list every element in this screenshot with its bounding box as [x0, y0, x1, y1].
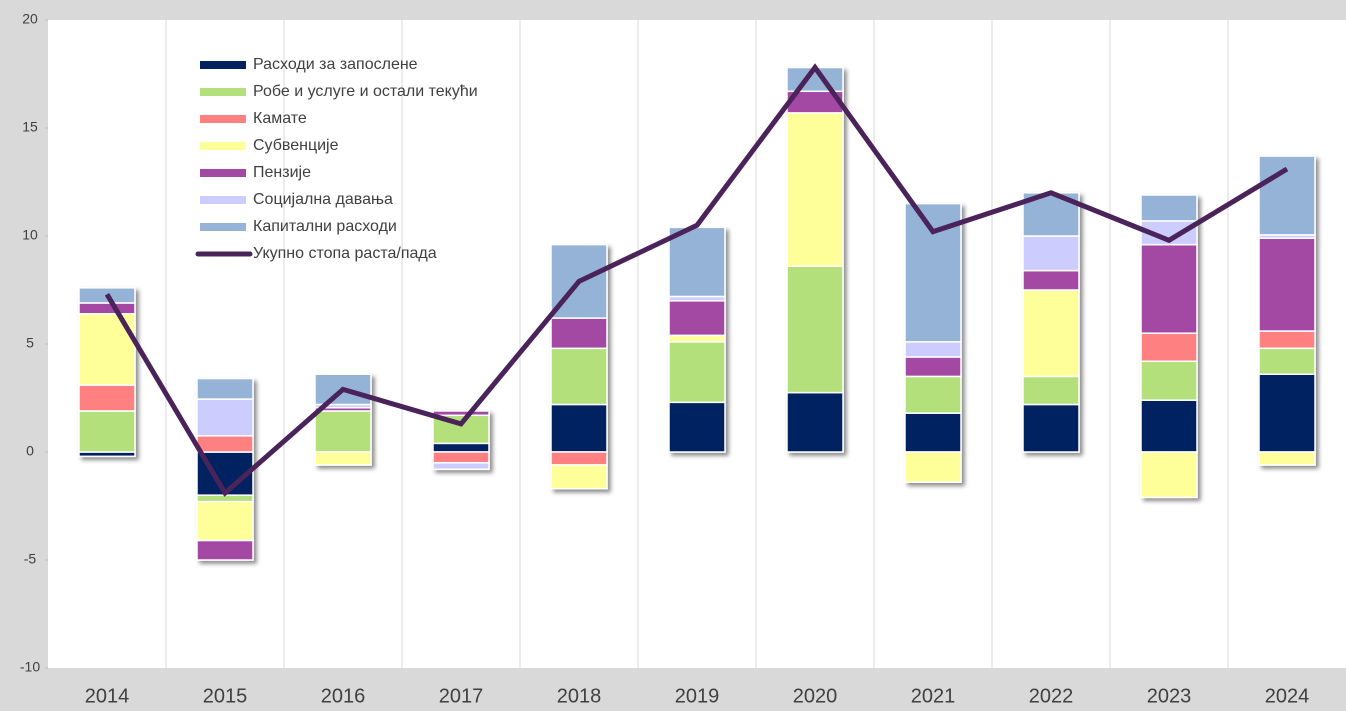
x-tick-label: 2022 — [1029, 685, 1074, 707]
bar-stack — [78, 287, 136, 458]
bar — [432, 410, 490, 417]
bar — [1022, 403, 1080, 453]
line — [104, 63, 1289, 497]
bar-stack — [432, 410, 490, 471]
y-tick-label: 10 — [22, 227, 38, 243]
y-tick-label: 0 — [26, 443, 34, 459]
x-tick-label: 2024 — [1265, 685, 1310, 707]
bar — [1258, 451, 1316, 466]
bar — [196, 435, 254, 453]
bar — [786, 265, 844, 394]
bar — [668, 401, 726, 453]
bar-stack — [786, 66, 844, 453]
bar — [432, 451, 490, 464]
bar — [904, 451, 962, 483]
x-tick-label: 2020 — [793, 685, 838, 707]
bar — [550, 451, 608, 466]
bar — [668, 300, 726, 337]
bar — [432, 462, 490, 471]
bar — [904, 375, 962, 414]
legend-swatch — [200, 115, 246, 123]
bar — [78, 384, 136, 412]
legend-label: Камате — [253, 110, 307, 127]
bar-stack — [196, 377, 254, 561]
x-tick-label: 2018 — [557, 685, 602, 707]
legend-label: Укупно стопа раста/пада — [253, 245, 437, 262]
bar — [196, 500, 254, 542]
bar — [1140, 360, 1198, 401]
bar — [1140, 332, 1198, 363]
bar — [196, 398, 254, 437]
y-tick-label: 5 — [26, 335, 34, 351]
y-tick-label: -5 — [24, 551, 37, 567]
legend-label: Капитални расходи — [253, 218, 397, 235]
bar — [786, 391, 844, 453]
bar — [1022, 269, 1080, 291]
bar — [550, 464, 608, 490]
bar — [196, 539, 254, 561]
x-tick-label: 2015 — [203, 685, 248, 707]
bar — [904, 356, 962, 378]
bar — [1258, 373, 1316, 453]
bar — [550, 403, 608, 453]
bar — [1140, 451, 1198, 499]
legend-label: Пензије — [253, 164, 311, 181]
bar-stack — [904, 202, 962, 483]
bar — [550, 347, 608, 406]
bar — [904, 412, 962, 453]
bar — [1140, 243, 1198, 334]
legend-swatch — [200, 61, 246, 69]
bar — [1140, 399, 1198, 453]
bar — [1022, 375, 1080, 406]
bar-stack — [1022, 192, 1080, 453]
legend-swatch — [200, 169, 246, 177]
bar-stack — [668, 226, 726, 453]
y-tick-label: -10 — [20, 659, 40, 675]
legend-label: Расходи за запослене — [253, 56, 418, 73]
bar — [550, 317, 608, 350]
bar — [668, 334, 726, 343]
x-tick-label: 2016 — [321, 685, 366, 707]
bar — [314, 410, 372, 453]
legend-label: Робе и услуге и остали текући — [253, 83, 478, 100]
bar — [668, 226, 726, 298]
legend-label: Субвенције — [253, 137, 339, 154]
bar — [1258, 237, 1316, 332]
bar-stack — [550, 243, 608, 490]
bar — [432, 442, 490, 453]
bar — [1022, 289, 1080, 378]
x-tick-label: 2021 — [911, 685, 956, 707]
y-tick-label: 15 — [22, 119, 38, 135]
bar — [786, 112, 844, 267]
bar — [1258, 347, 1316, 375]
legend-swatch — [200, 88, 246, 96]
bar — [314, 451, 372, 466]
bar-stack — [1258, 155, 1316, 466]
x-tick-label: 2023 — [1147, 685, 1192, 707]
legend-swatch — [200, 196, 246, 204]
legend-swatch — [200, 223, 246, 231]
bar — [1258, 330, 1316, 350]
x-tick-label: 2014 — [85, 685, 130, 707]
bar — [78, 410, 136, 453]
x-tick-label: 2017 — [439, 685, 484, 707]
x-tick-label: 2019 — [675, 685, 720, 707]
bar-stack — [1140, 194, 1198, 499]
bar — [78, 302, 136, 315]
bar — [1022, 235, 1080, 272]
bar — [196, 377, 254, 400]
bar — [1140, 194, 1198, 222]
y-tick-label: 20 — [22, 11, 38, 27]
bar — [668, 341, 726, 404]
bar-stack — [314, 373, 372, 466]
legend-label: Социјална давања — [253, 191, 393, 208]
bar — [1258, 155, 1316, 236]
legend-swatch — [200, 142, 246, 150]
bar — [904, 341, 962, 358]
